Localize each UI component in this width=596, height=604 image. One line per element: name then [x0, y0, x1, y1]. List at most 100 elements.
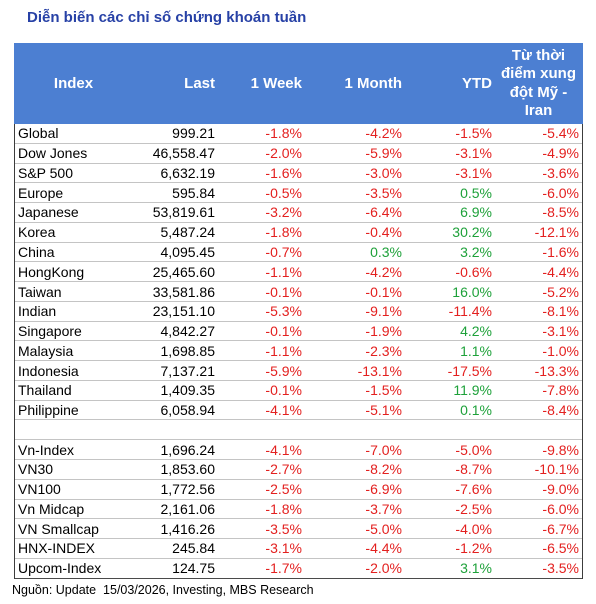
- cell-since-conflict: -3.1%: [542, 323, 579, 340]
- cell-1-week: -2.0%: [265, 145, 302, 162]
- cell-1-month: -2.0%: [365, 560, 402, 577]
- cell-since-conflict: -8.1%: [542, 303, 579, 320]
- cell-last: 1,696.24: [160, 441, 216, 458]
- cell-index-name: VN Smallcap: [18, 520, 99, 537]
- cell-last: 46,558.47: [152, 145, 215, 162]
- cell-ytd: -1.5%: [455, 125, 492, 142]
- cell-last: 1,772.56: [160, 481, 216, 498]
- cell-1-week: -0.7%: [265, 243, 302, 260]
- cell-1-week: -0.1%: [265, 323, 302, 340]
- column-header-1-week: 1 Week: [250, 75, 302, 92]
- cell-1-month: -4.2%: [365, 125, 402, 142]
- table-row: Dow Jones 46,558.47 -2.0% -5.9% -3.1% -4.9%: [15, 144, 582, 164]
- cell-since-conflict: -9.0%: [542, 481, 579, 498]
- cell-index-name: HNX-INDEX: [18, 540, 96, 557]
- cell-1-month: -13.1%: [357, 362, 402, 379]
- cell-last: 999.21: [172, 125, 215, 142]
- cell-ytd: -17.5%: [447, 362, 492, 379]
- cell-1-month: -5.0%: [365, 520, 402, 537]
- cell-since-conflict: -10.1%: [534, 461, 579, 478]
- cell-1-week: -3.1%: [265, 540, 302, 557]
- table-row: Malaysia 1,698.85 -1.1% -2.3% 1.1% -1.0%: [15, 341, 582, 362]
- cell-1-month: -4.2%: [365, 263, 402, 280]
- cell-since-conflict: -6.7%: [542, 520, 579, 537]
- table-row: Philippine 6,058.94 -4.1% -5.1% 0.1% -8.4%: [15, 401, 582, 421]
- cell-last: 595.84: [172, 184, 215, 201]
- cell-1-month: -3.5%: [365, 184, 402, 201]
- cell-last: 53,819.61: [152, 204, 215, 221]
- cell-last: 4,842.27: [160, 323, 216, 340]
- cell-1-month: -5.1%: [365, 402, 402, 419]
- cell-ytd: 4.2%: [460, 323, 492, 340]
- cell-last: 1,698.85: [160, 342, 216, 359]
- cell-last: 23,151.10: [152, 303, 215, 320]
- cell-1-week: -1.8%: [265, 125, 302, 142]
- table-row: Vn-Index 1,696.24 -4.1% -7.0% -5.0% -9.8%: [15, 440, 582, 461]
- cell-last: 33,581.86: [152, 283, 215, 300]
- cell-last: 1,409.35: [160, 382, 216, 399]
- cell-1-week: -2.5%: [265, 481, 302, 498]
- cell-index-name: VN30: [18, 461, 54, 478]
- table-row: Vn Midcap 2,161.06 -1.8% -3.7% -2.5% -6.0%: [15, 500, 582, 520]
- cell-1-month: -2.3%: [365, 342, 402, 359]
- cell-since-conflict: -5.2%: [542, 283, 579, 300]
- cell-since-conflict: -1.6%: [542, 243, 579, 260]
- cell-ytd: 30.2%: [452, 224, 492, 241]
- cell-index-name: Upcom-Index: [18, 560, 102, 577]
- cell-ytd: -7.6%: [455, 481, 492, 498]
- cell-1-week: -2.7%: [265, 461, 302, 478]
- cell-since-conflict: -5.4%: [542, 125, 579, 142]
- index-performance-table: Index Last 1 Week 1 Month YTD Từ thời đi…: [14, 43, 583, 579]
- cell-index-name: Thailand: [18, 382, 72, 399]
- cell-index-name: Korea: [18, 224, 56, 241]
- cell-index-name: Singapore: [18, 323, 82, 340]
- cell-last: 7,137.21: [160, 362, 216, 379]
- cell-last: 6,058.94: [160, 402, 216, 419]
- cell-1-month: -6.9%: [365, 481, 402, 498]
- cell-ytd: -3.1%: [455, 145, 492, 162]
- cell-1-month: -4.4%: [365, 540, 402, 557]
- cell-index-name: Malaysia: [18, 342, 74, 359]
- cell-1-month: -7.0%: [365, 441, 402, 458]
- cell-1-week: -3.5%: [265, 520, 302, 537]
- table-row: Upcom-Index 124.75 -1.7% -2.0% 3.1% -3.5%: [15, 559, 582, 579]
- cell-1-week: -1.7%: [265, 560, 302, 577]
- cell-1-month: -5.9%: [365, 145, 402, 162]
- table-row: Singapore 4,842.27 -0.1% -1.9% 4.2% -3.1%: [15, 322, 582, 342]
- cell-last: 1,416.26: [160, 520, 216, 537]
- cell-ytd: -0.6%: [455, 263, 492, 280]
- table-row: Korea 5,487.24 -1.8% -0.4% 30.2% -12.1%: [15, 223, 582, 243]
- table-row: VN Smallcap 1,416.26 -3.5% -5.0% -4.0% -6.7%: [15, 519, 582, 540]
- cell-index-name: Indian: [18, 303, 57, 320]
- cell-index-name: Taiwan: [18, 283, 62, 300]
- cell-1-month: -8.2%: [365, 461, 402, 478]
- cell-1-week: -4.1%: [265, 402, 302, 419]
- cell-ytd: 3.1%: [460, 560, 492, 577]
- cell-ytd: 16.0%: [452, 283, 492, 300]
- cell-1-week: -3.2%: [265, 204, 302, 221]
- cell-last: 124.75: [172, 560, 215, 577]
- column-header-ytd: YTD: [462, 75, 492, 92]
- cell-index-name: China: [18, 243, 55, 260]
- cell-last: 4,095.45: [160, 243, 216, 260]
- cell-last: 5,487.24: [160, 224, 216, 241]
- cell-1-week: -1.8%: [265, 500, 302, 517]
- cell-index-name: Dow Jones: [18, 145, 88, 162]
- cell-ytd: 6.9%: [460, 204, 492, 221]
- cell-since-conflict: -4.9%: [542, 145, 579, 162]
- cell-since-conflict: -9.8%: [542, 441, 579, 458]
- cell-since-conflict: -6.0%: [542, 500, 579, 517]
- table-row: China 4,095.45 -0.7% 0.3% 3.2% -1.6%: [15, 243, 582, 263]
- cell-ytd: -4.0%: [455, 520, 492, 537]
- table-row: Japanese 53,819.61 -3.2% -6.4% 6.9% -8.5%: [15, 203, 582, 223]
- cell-index-name: Japanese: [18, 204, 79, 221]
- cell-since-conflict: -6.5%: [542, 540, 579, 557]
- cell-since-conflict: -8.4%: [542, 402, 579, 419]
- cell-ytd: -3.1%: [455, 164, 492, 181]
- table-row: Indonesia 7,137.21 -5.9% -13.1% -17.5% -13.3%: [15, 361, 582, 381]
- cell-last: 1,853.60: [160, 461, 216, 478]
- page-title: Diễn biến các chỉ số chứng khoán tuần: [27, 9, 307, 26]
- table-body: Global 999.21 -1.8% -4.2% -1.5% -5.4% Dow Jone…: [14, 124, 583, 579]
- cell-ytd: 11.9%: [453, 382, 492, 399]
- table-row: Taiwan 33,581.86 -0.1% -0.1% 16.0% -5.2%: [15, 282, 582, 302]
